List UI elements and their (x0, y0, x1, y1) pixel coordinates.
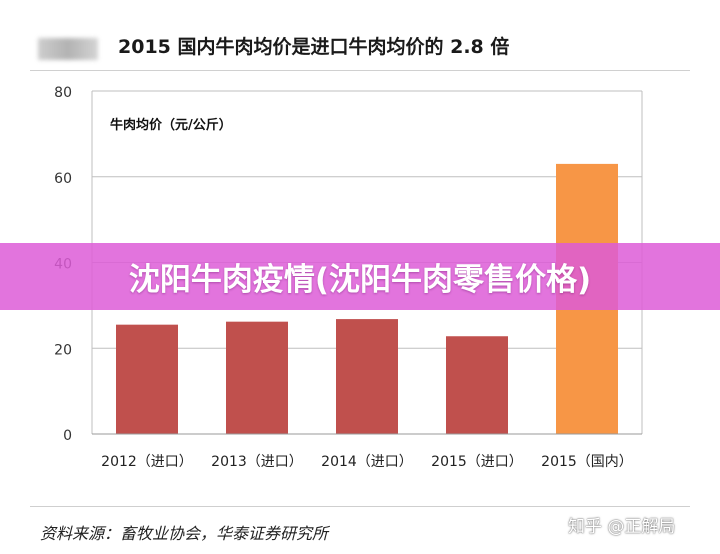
x-tick-label: 2012（进口） (101, 454, 193, 470)
watermark: 知乎 @正解局 (568, 517, 676, 537)
y-tick-label: 0 (63, 428, 72, 444)
x-tick-label: 2014（进口） (321, 454, 413, 470)
x-tick-label: 2013（进口） (211, 454, 303, 470)
overlay-banner: 沈阳牛肉疫情(沈阳牛肉零售价格) (0, 243, 720, 310)
bottom-divider (30, 506, 690, 507)
unit-label: 牛肉均价（元/公斤） (110, 117, 232, 133)
top-divider (30, 70, 690, 71)
x-tick-label: 2015（国内） (541, 454, 633, 470)
bar (226, 321, 288, 434)
y-tick-label: 80 (54, 85, 72, 101)
bar (116, 324, 178, 434)
bar (446, 336, 508, 434)
source-note: 资料来源：畜牧业协会，华泰证券研究所 (40, 524, 329, 543)
blurred-logo (38, 38, 98, 60)
y-tick-label: 20 (54, 342, 72, 358)
y-tick-label: 60 (54, 171, 72, 187)
banner-text: 沈阳牛肉疫情(沈阳牛肉零售价格) (128, 262, 592, 298)
chart-title: 2015 国内牛肉均价是进口牛肉均价的 2.8 倍 (118, 36, 510, 58)
bar (336, 319, 398, 434)
x-tick-label: 2015（进口） (431, 454, 523, 470)
